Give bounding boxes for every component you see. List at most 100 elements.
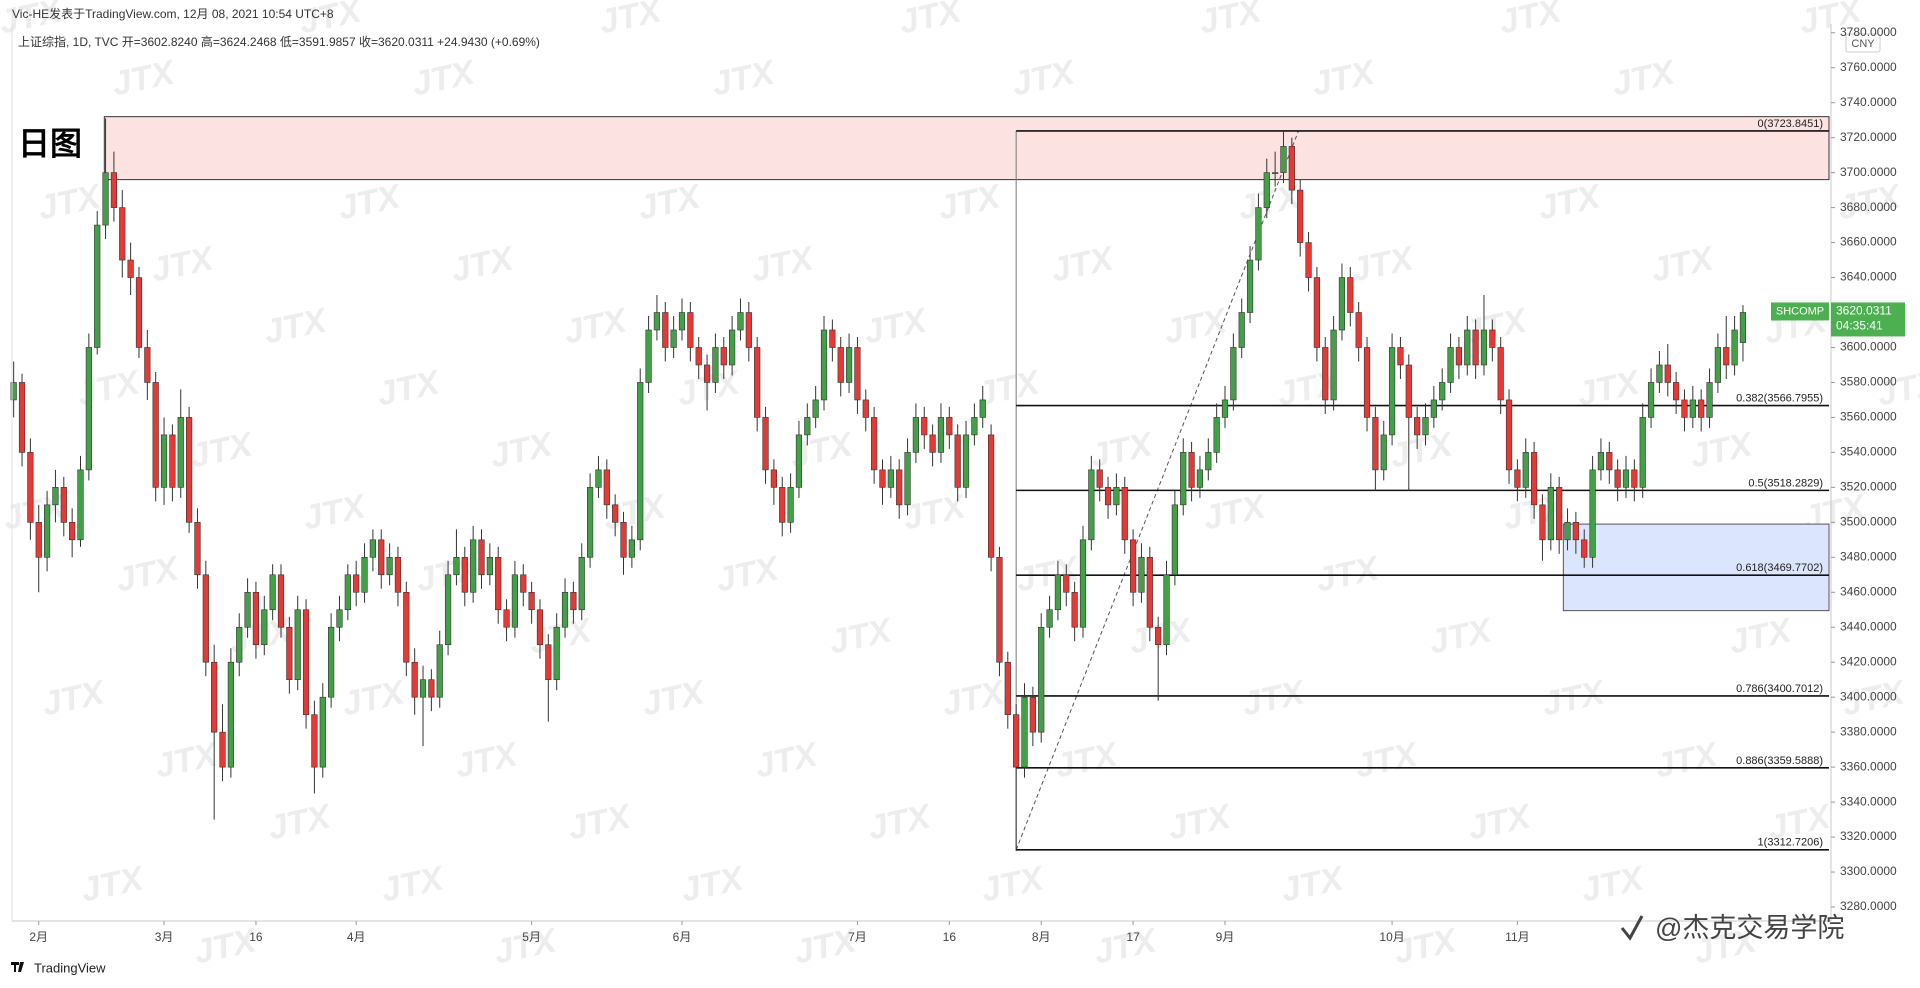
candle-body bbox=[211, 661, 218, 733]
fib-level-label: 0.618(3469.7702) bbox=[1736, 562, 1823, 574]
candle-body bbox=[1489, 329, 1496, 348]
candle-body bbox=[478, 539, 485, 576]
candle-body bbox=[495, 557, 502, 611]
candle-body bbox=[135, 277, 143, 348]
candle-body bbox=[804, 417, 811, 436]
candle-body bbox=[102, 172, 109, 226]
candle-body bbox=[1121, 487, 1128, 541]
candle-body bbox=[1054, 574, 1062, 611]
candle-body bbox=[1004, 661, 1011, 715]
candle-body bbox=[18, 382, 26, 453]
candle-body bbox=[1155, 626, 1162, 646]
candle-body bbox=[470, 539, 477, 593]
candle-body bbox=[536, 609, 544, 646]
candle-body bbox=[277, 574, 285, 628]
candle-body bbox=[1581, 539, 1588, 558]
candle-body bbox=[561, 591, 569, 628]
candle-body bbox=[1656, 364, 1663, 383]
candle-body bbox=[754, 347, 761, 418]
candle-body bbox=[1088, 469, 1095, 541]
candle-body bbox=[962, 434, 970, 488]
candle-body bbox=[678, 312, 686, 331]
candle-body bbox=[394, 557, 402, 593]
candle-body bbox=[1572, 522, 1579, 541]
candle-body bbox=[169, 434, 176, 488]
candle-body bbox=[1305, 242, 1312, 278]
y-tick-label: 3460.0000 bbox=[1840, 584, 1897, 598]
candle-body bbox=[194, 522, 201, 576]
candle-body bbox=[1422, 417, 1429, 436]
candle-body bbox=[520, 574, 527, 593]
candle-body bbox=[1723, 347, 1730, 366]
candle-body bbox=[1188, 452, 1195, 488]
candle-body bbox=[829, 329, 836, 348]
candle-body bbox=[687, 312, 694, 348]
y-tick-label: 3680.0000 bbox=[1840, 200, 1897, 214]
candle-body bbox=[378, 539, 385, 576]
candle-body bbox=[1614, 469, 1621, 488]
y-tick-label: 3520.0000 bbox=[1840, 480, 1897, 494]
author-line: Vic-HE发表于TradingView.com, 12月 08, 2021 1… bbox=[12, 6, 334, 21]
y-tick-label: 3440.0000 bbox=[1840, 619, 1897, 633]
fib-level-label: 0.5(3518.2829) bbox=[1748, 477, 1823, 489]
y-tick-label: 3640.0000 bbox=[1840, 270, 1897, 284]
candle-body bbox=[35, 522, 42, 558]
candle-body bbox=[77, 469, 84, 541]
y-tick-label: 3700.0000 bbox=[1840, 165, 1897, 179]
candle-body bbox=[896, 469, 903, 506]
candle-body bbox=[227, 661, 234, 768]
candle-body bbox=[1531, 452, 1538, 506]
candle-body bbox=[1564, 522, 1571, 541]
candle-body bbox=[1013, 714, 1020, 768]
candle-body bbox=[1330, 329, 1337, 401]
price-tag-countdown: 04:35:41 bbox=[1836, 319, 1883, 333]
candle-body bbox=[60, 487, 67, 523]
candle-body bbox=[127, 259, 134, 278]
candle-body bbox=[1739, 312, 1747, 343]
candle-body bbox=[1230, 347, 1237, 401]
candle-body bbox=[1113, 487, 1120, 506]
candle-body bbox=[1455, 347, 1463, 366]
candle-body bbox=[653, 312, 661, 331]
candle-body bbox=[43, 504, 51, 558]
y-tick-label: 3280.0000 bbox=[1840, 899, 1897, 913]
candle-body bbox=[353, 574, 360, 593]
candle-body bbox=[795, 434, 803, 488]
candle-body bbox=[1664, 364, 1671, 383]
x-tick-label: 5月 bbox=[522, 930, 541, 944]
candle-body bbox=[578, 557, 585, 611]
candle-body bbox=[1405, 364, 1412, 418]
candle-body bbox=[236, 626, 243, 663]
candle-body bbox=[729, 329, 736, 366]
candle-body bbox=[595, 469, 602, 488]
candle-body bbox=[1539, 504, 1546, 541]
candle-body bbox=[862, 399, 869, 418]
candle-body bbox=[1288, 146, 1295, 191]
candle-body bbox=[770, 469, 777, 488]
candle-body bbox=[1689, 399, 1696, 418]
price-tag-box bbox=[1831, 302, 1905, 337]
candle-body bbox=[311, 714, 318, 768]
x-tick-label: 8月 bbox=[1032, 930, 1051, 944]
fib-level-label: 0(3723.8451) bbox=[1758, 118, 1823, 130]
x-tick-label: 16 bbox=[249, 930, 263, 944]
candle-body bbox=[779, 487, 786, 523]
candle-body bbox=[979, 399, 986, 418]
y-tick-label: 3420.0000 bbox=[1840, 654, 1897, 668]
candle-body bbox=[369, 539, 376, 558]
candle-body bbox=[202, 574, 209, 663]
candle-body bbox=[1631, 469, 1638, 488]
price-tag-value: 3620.0311 bbox=[1836, 304, 1892, 318]
candle-body bbox=[1347, 277, 1354, 313]
candle-body bbox=[152, 382, 159, 488]
candle-body bbox=[511, 574, 519, 628]
zone bbox=[1562, 523, 1830, 612]
candle-body bbox=[419, 679, 427, 698]
candle-body bbox=[1038, 626, 1045, 733]
candle-body bbox=[336, 609, 343, 628]
candle-body bbox=[971, 417, 978, 436]
candle-body bbox=[871, 417, 878, 471]
candle-body bbox=[160, 434, 168, 488]
x-tick-label: 4月 bbox=[347, 930, 366, 944]
